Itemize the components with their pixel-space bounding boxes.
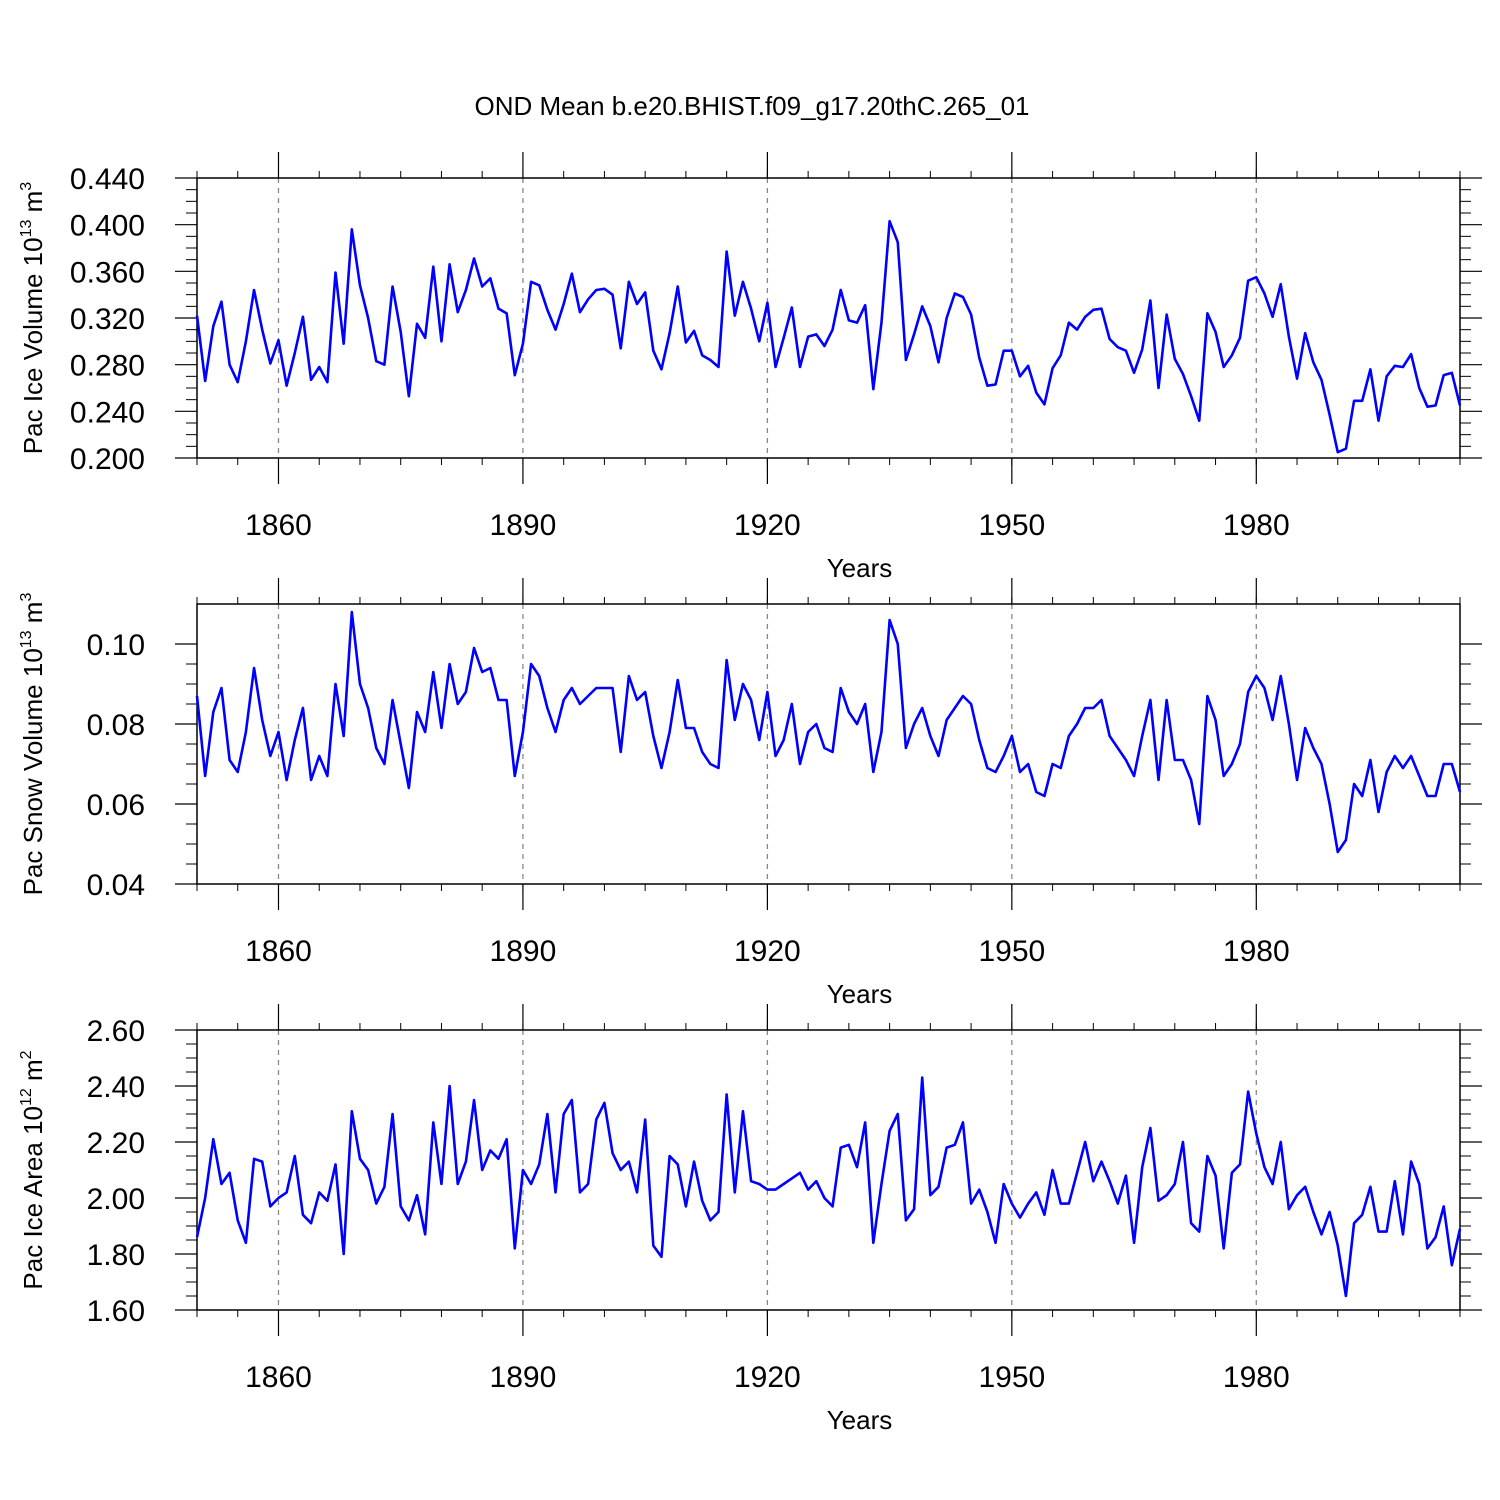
x-tick-label: 1980 xyxy=(1223,509,1290,542)
x-axis-label: Years xyxy=(827,979,893,1009)
y-tick-label: 0.360 xyxy=(70,256,145,289)
y-tick-label: 2.20 xyxy=(87,1127,145,1160)
y-tick-label: 0.320 xyxy=(70,303,145,336)
x-tick-label: 1860 xyxy=(245,935,312,968)
y-tick-label: 1.60 xyxy=(87,1295,145,1328)
y-tick-label: 0.08 xyxy=(87,709,145,742)
x-tick-label: 1920 xyxy=(734,935,801,968)
x-tick-label: 1860 xyxy=(245,509,312,542)
x-tick-label: 1860 xyxy=(245,1361,312,1394)
y-tick-label: 0.06 xyxy=(87,789,145,822)
x-tick-label: 1980 xyxy=(1223,1361,1290,1394)
y-tick-label: 0.200 xyxy=(70,443,145,476)
panel-pac-snow-volume: 1860 1890 1920 1950 1980 0.04 0.06 0.08 0.10 Year… xyxy=(18,578,1482,1009)
data-line-pac-ice-area xyxy=(195,1076,1462,1298)
y-tick-label: 2.60 xyxy=(87,1015,145,1048)
x-tick-label: 1890 xyxy=(490,935,557,968)
y-tick-label: 2.00 xyxy=(87,1183,145,1216)
figure-title: OND Mean b.e20.BHIST.f09_g17.20thC.265_0… xyxy=(474,91,1029,121)
x-tick-label: 1980 xyxy=(1223,935,1290,968)
x-tick-label: 1890 xyxy=(490,1361,557,1394)
y-tick-label: 0.240 xyxy=(70,396,145,429)
x-tick-label: 1950 xyxy=(978,1361,1045,1394)
y-tick-label: 0.10 xyxy=(87,629,145,662)
plot-frame xyxy=(196,177,1461,459)
data-line-pac-snow-volume xyxy=(195,610,1462,854)
y-axis-label: Pac Snow Volume 1013 m3 xyxy=(18,593,48,896)
y-tick-label: 0.400 xyxy=(70,210,145,243)
panel-pac-ice-area: 1860 1890 1920 1950 1980 1.60 1.80 2.00 2.20 2.40… xyxy=(18,1004,1482,1435)
y-tick-label: 0.440 xyxy=(70,163,145,196)
y-tick-label: 0.04 xyxy=(87,869,145,902)
y-axis-label: Pac Ice Area 1012 m2 xyxy=(18,1050,48,1289)
data-line-pac-ice-volume xyxy=(195,219,1462,454)
plots: 1860 1890 1920 1950 1980 0.200 0.240 0.280 0.320… xyxy=(18,152,1482,1435)
y-tick-label: 2.40 xyxy=(87,1071,145,1104)
x-tick-label: 1890 xyxy=(490,509,557,542)
y-axis-label: Pac Ice Volume 1013 m3 xyxy=(18,182,48,455)
x-tick-label: 1950 xyxy=(978,935,1045,968)
x-tick-label: 1920 xyxy=(734,509,801,542)
x-tick-label: 1950 xyxy=(978,509,1045,542)
y-tick-label: 0.280 xyxy=(70,350,145,383)
y-tick-label: 1.80 xyxy=(87,1239,145,1272)
x-tick-label: 1920 xyxy=(734,1361,801,1394)
x-axis-label: Years xyxy=(827,1405,893,1435)
panel-pac-ice-volume: 1860 1890 1920 1950 1980 0.200 0.240 0.280 0.320… xyxy=(18,152,1482,583)
x-axis-label: Years xyxy=(827,553,893,583)
